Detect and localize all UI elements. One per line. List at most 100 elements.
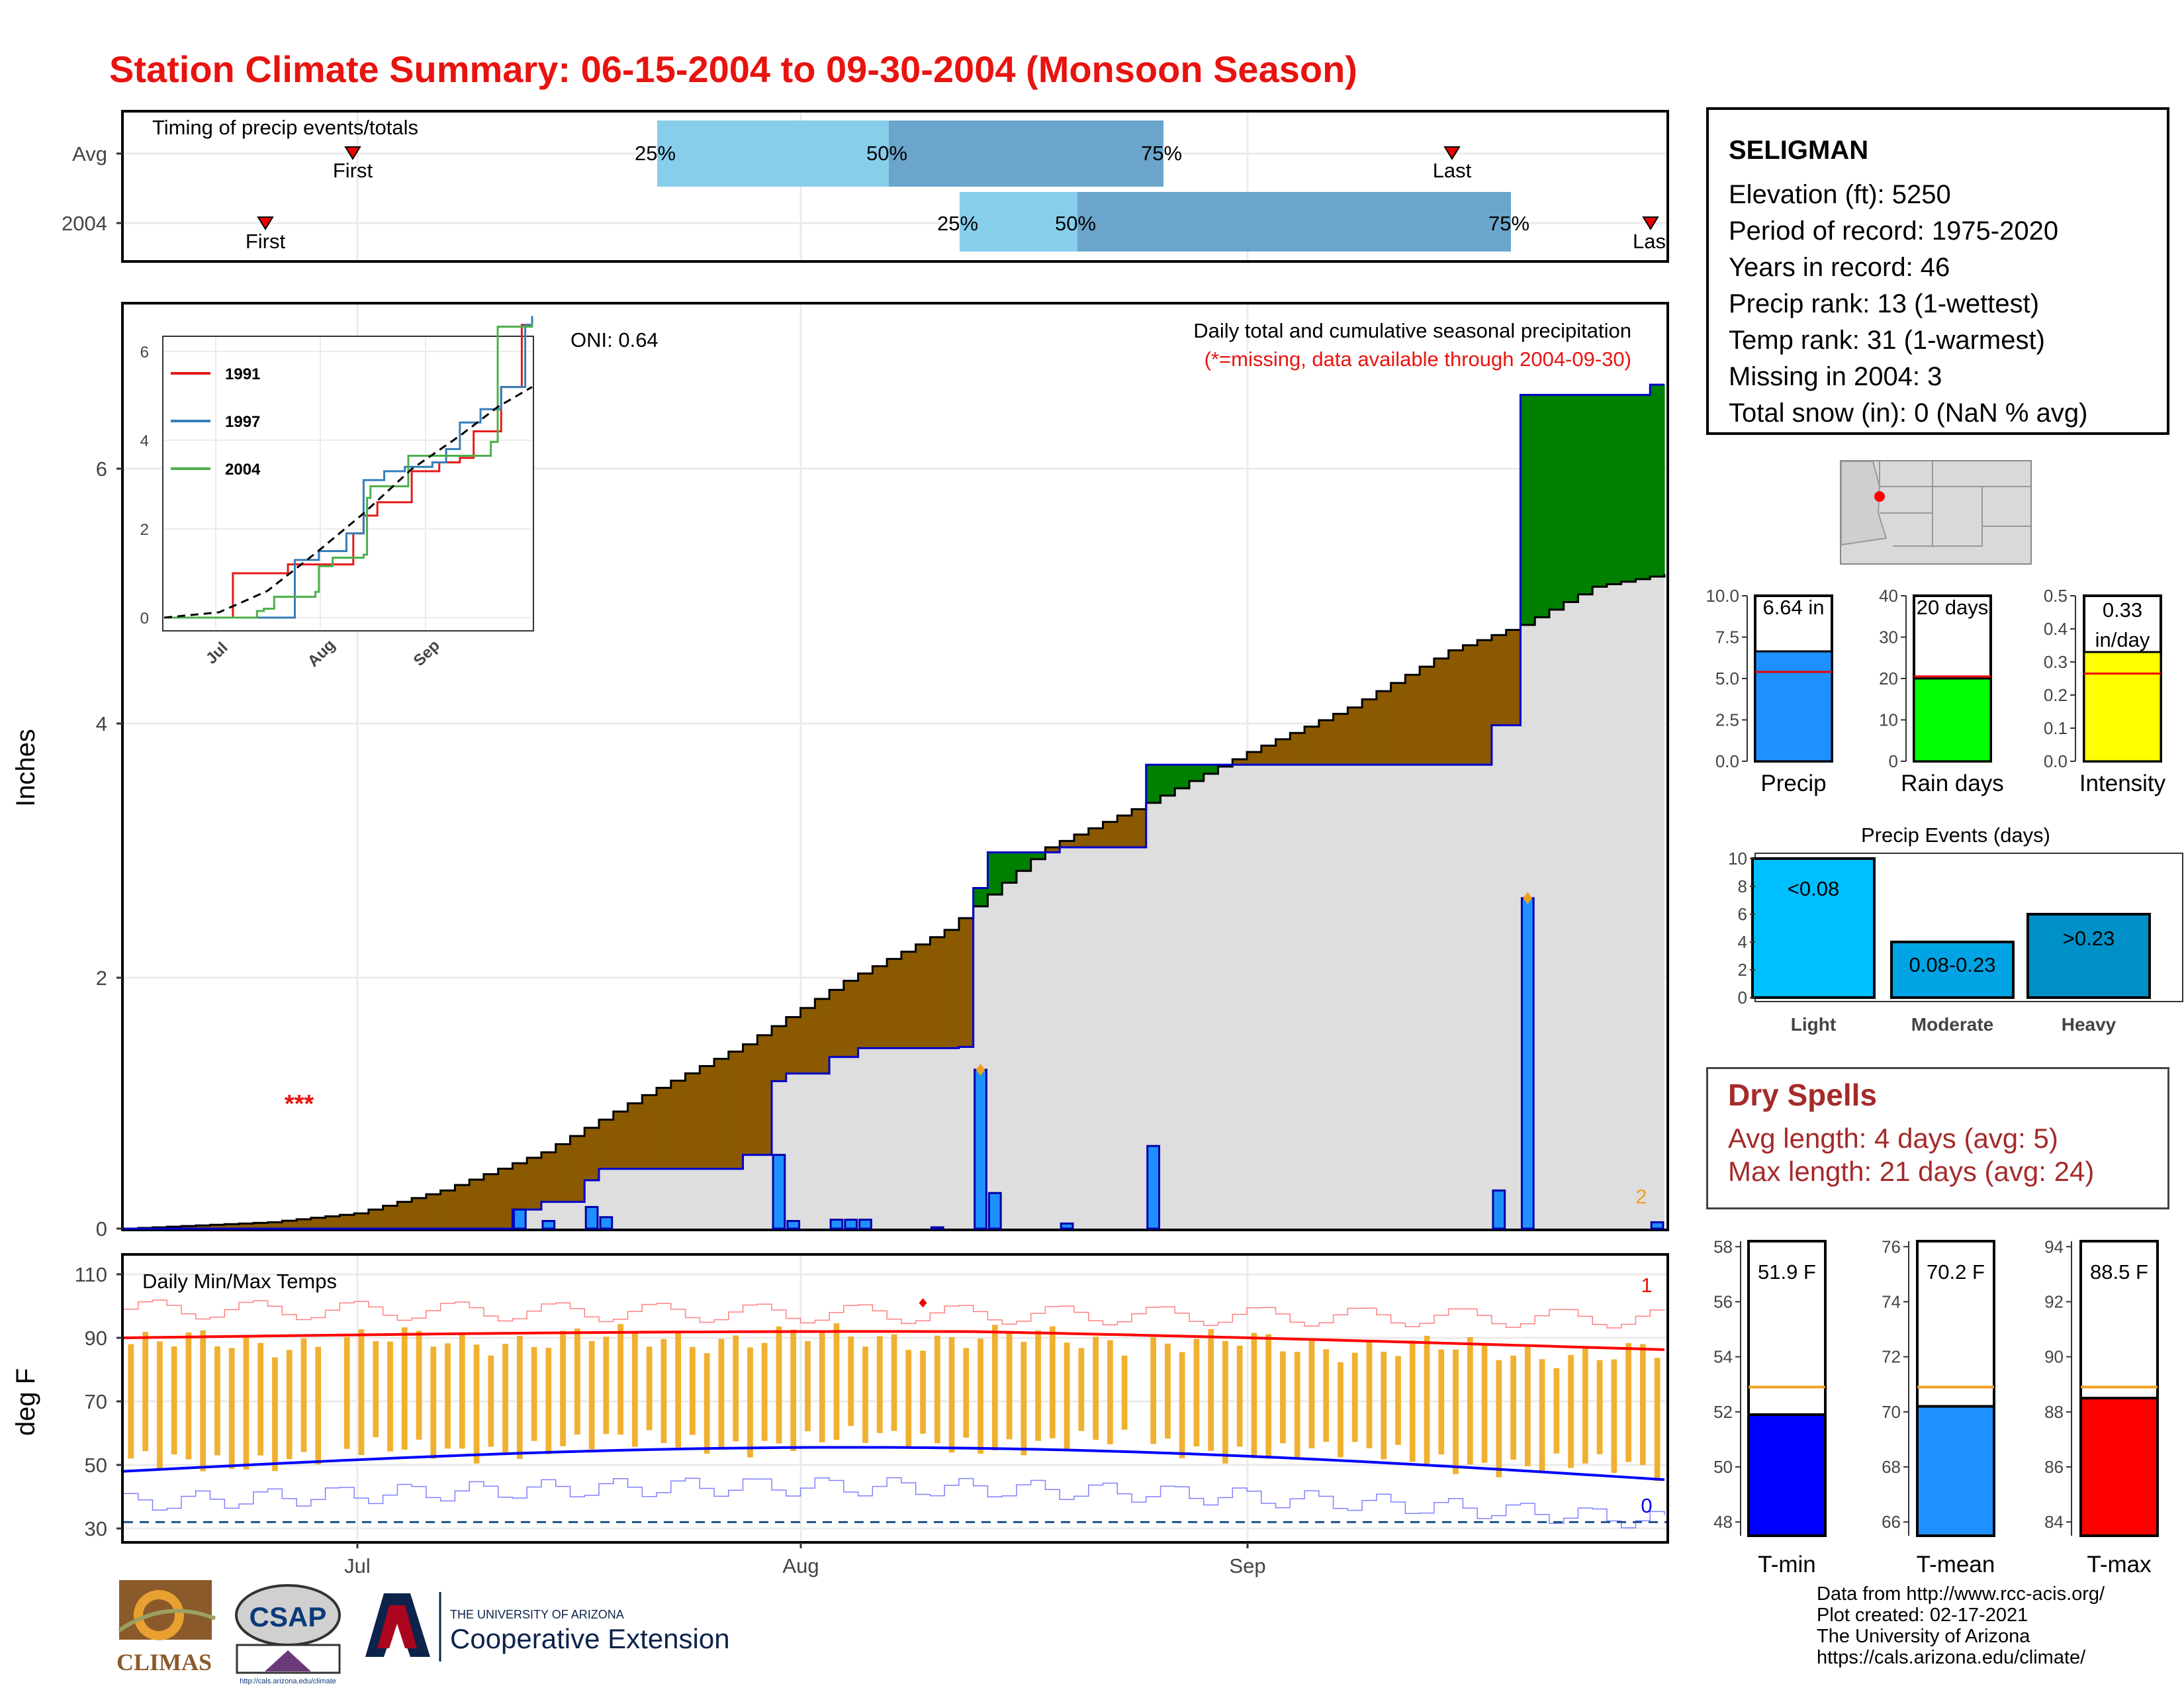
daily-temp-bar xyxy=(574,1328,580,1435)
daily-temp-bar xyxy=(761,1342,768,1441)
daily-temp-bar xyxy=(445,1343,451,1449)
temp-ytick-50: 50 xyxy=(85,1454,107,1477)
mini-bar-0 xyxy=(1754,650,1833,763)
daily-temp-bar xyxy=(1265,1334,1272,1459)
y2004-first-marker-icon xyxy=(257,216,274,230)
deficit-segment xyxy=(296,1219,312,1229)
tbar-tick-label: 66 xyxy=(1882,1512,1901,1532)
mini-tick-label: 0.1 xyxy=(2044,718,2068,738)
deficit-segment xyxy=(1433,658,1449,765)
y2004-25-50-bar xyxy=(960,192,1077,252)
daily-temp-bar xyxy=(862,1346,868,1443)
precip-bar-value: 6.64 in xyxy=(1762,596,1824,619)
deficit-segment xyxy=(368,1209,384,1229)
daily-temp-bar xyxy=(1150,1337,1156,1444)
summary-bars: 10.0 7.5 5.0 2.5 0.0 40 30 20 10 0 0.5 0.4 0.3 0.2 0.1… xyxy=(1706,586,2165,796)
surplus-segment xyxy=(1146,765,1161,803)
logos: CLIMAS CSAP http://cals.arizona.edu/clim… xyxy=(116,1580,730,1685)
tbar-tick-label: 54 xyxy=(1713,1347,1733,1367)
csap-name: CSAP xyxy=(250,1601,327,1632)
deficit-segment xyxy=(1247,752,1262,765)
mini-tick-label: 2.5 xyxy=(1715,710,1739,730)
surplus-segment xyxy=(1650,385,1665,577)
cumulative-2004-line xyxy=(124,383,1664,1230)
mini-tick-label: 20 xyxy=(1879,669,1898,688)
deficit-segment xyxy=(584,1127,600,1181)
avg-50-75-bar xyxy=(889,120,1163,187)
deficit-segment xyxy=(1088,828,1104,847)
inset-ytick-4: 4 xyxy=(140,432,149,450)
daily-temp-bar xyxy=(891,1334,897,1431)
deficit-segment xyxy=(858,973,873,1049)
deficit-segment xyxy=(1045,847,1060,853)
daily-temp-bar xyxy=(660,1338,667,1443)
precip-note-title: Daily total and cumulative seasonal prec… xyxy=(1193,319,1631,342)
surplus-segment xyxy=(987,852,1003,895)
daily-temp-bar xyxy=(675,1333,681,1448)
daily-temp-bar xyxy=(1395,1356,1401,1445)
mini-tick-label: 0 xyxy=(1889,751,1898,771)
daily-temp-bar xyxy=(920,1350,926,1434)
station-temp-rank: Temp rank: 31 (1-warmest) xyxy=(1729,326,2045,355)
daily-temp-bar xyxy=(1093,1336,1099,1440)
tmax-bar-label: T-max xyxy=(2087,1552,2152,1577)
daily-precip-bar xyxy=(786,1219,801,1230)
surplus-segment xyxy=(1535,395,1550,618)
temp-ytick-110: 110 xyxy=(75,1263,107,1286)
deficit-segment xyxy=(1362,699,1377,765)
deficit-segment xyxy=(310,1217,326,1229)
daily-precip-bar xyxy=(930,1226,944,1230)
deficit-segment xyxy=(210,1225,225,1229)
events-bar-moderate xyxy=(1890,941,2015,999)
tbar-tick-label: 90 xyxy=(2044,1347,2064,1367)
deficit-segment xyxy=(1506,630,1522,726)
deficit-segment xyxy=(700,1066,715,1169)
precip-series-layer xyxy=(124,383,1666,1230)
surplus-segment xyxy=(1592,395,1608,587)
station-location-dot xyxy=(1874,491,1885,502)
station-years: Years in record: 46 xyxy=(1729,253,1950,282)
precip-ytick-0: 0 xyxy=(96,1217,107,1241)
dry-spells-max: Max length: 21 days (avg: 24) xyxy=(1728,1156,2095,1187)
tbar-tick-label: 48 xyxy=(1713,1512,1733,1532)
tbar-tick-label: 50 xyxy=(1713,1457,1733,1477)
precip-panel: 0 2 4 6 Inches ONI: 0.64 Daily total and… xyxy=(11,302,1669,1241)
daily-temp-bar xyxy=(876,1336,883,1433)
dry-spells-box: Dry Spells Avg length: 4 days (avg: 5) M… xyxy=(1706,1067,2169,1209)
intensity-bar-value: 0.33 xyxy=(2103,598,2142,622)
daily-temp-bar xyxy=(1236,1345,1243,1447)
credit-url: https://cals.arizona.edu/climate/ xyxy=(1817,1647,2086,1668)
avg-25-50-bar xyxy=(657,120,889,187)
tbar-t-mean xyxy=(1916,1405,1995,1537)
daily-temp-bar xyxy=(1568,1354,1574,1468)
daily-precip-bar xyxy=(1520,897,1535,1230)
daily-temp-bar xyxy=(516,1335,523,1459)
deficit-segment xyxy=(412,1197,427,1229)
precip-note-missing: (*=missing, data available through 2004-… xyxy=(1205,348,1631,371)
ua-big-text: Cooperative Extension xyxy=(450,1623,730,1654)
inset-ytick-0: 0 xyxy=(140,610,149,628)
daily-precip-bar xyxy=(974,1068,987,1230)
mini-tick-label: 10.0 xyxy=(1706,586,1739,606)
daily-temp-bar xyxy=(416,1331,422,1440)
daily-temp-bar xyxy=(1409,1340,1416,1462)
deficit-segment xyxy=(757,1035,772,1155)
tbar-tick-label: 70 xyxy=(1882,1402,1901,1422)
events-bar-label-moderate: 0.08-0.23 xyxy=(1909,953,1996,976)
ua-logo: THE UNIVERSITY OF ARIZONA Cooperative Ex… xyxy=(365,1592,730,1662)
station-info-box: SELIGMAN Elevation (ft): 5250 Period of … xyxy=(1706,107,2169,435)
record-high-marker xyxy=(919,1298,927,1308)
surplus-segment xyxy=(1606,395,1622,585)
y2004-50-label: 50% xyxy=(1055,212,1096,235)
precip-ytick-2: 2 xyxy=(96,966,107,990)
deficit-segment xyxy=(1376,691,1392,765)
events-bar-label-heavy: >0.23 xyxy=(2063,927,2115,950)
station-snow: Total snow (in): 0 (NaN % avg) xyxy=(1729,399,2088,428)
inset-chart: 0 2 4 6 Jul Aug Sep 1991 1997 2004 xyxy=(140,316,534,671)
tmin-bar-value: 51.9 F xyxy=(1758,1260,1816,1284)
daily-temp-bar xyxy=(905,1350,912,1448)
temp-summary-bars: 58 56 54 52 50 48 76 74 72 70 68 66 94 92 90 88 86 84 T-m… xyxy=(1713,1237,2159,1577)
events-bar-heavy xyxy=(2026,913,2151,999)
tmax-bar-value: 88.5 F xyxy=(2090,1260,2148,1284)
daily-temp-bar xyxy=(1467,1336,1473,1465)
